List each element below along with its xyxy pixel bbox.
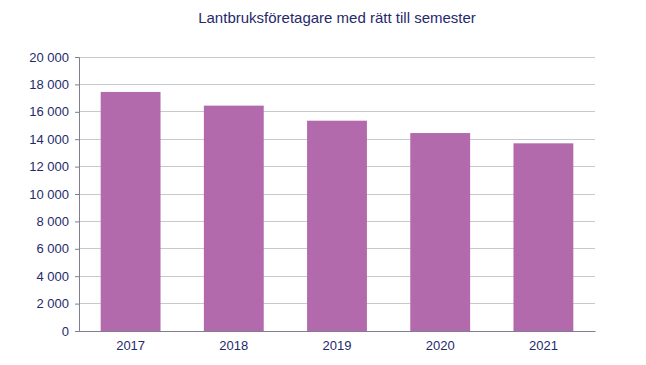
- y-tick-mark: [75, 194, 79, 195]
- y-tick-label: 18 000: [29, 77, 69, 92]
- x-tick: 2020: [426, 331, 455, 353]
- y-tick: 8 000: [36, 214, 79, 229]
- y-tick: 14 000: [29, 132, 79, 147]
- y-tick-mark: [75, 84, 79, 85]
- y-tick-mark: [75, 331, 79, 332]
- bar: [410, 133, 470, 331]
- y-tick-label: 0: [62, 324, 69, 339]
- y-tick: 6 000: [36, 241, 79, 256]
- y-tick-mark: [75, 276, 79, 277]
- chart: 0 2 000 4 000 6 000 8 000 10 000 12 000 14 000 1…: [0, 0, 646, 365]
- y-tick-mark: [75, 112, 79, 113]
- bar: [513, 143, 573, 331]
- y-tick-label: 12 000: [29, 159, 69, 174]
- bar: [307, 121, 367, 331]
- bar: [204, 106, 264, 331]
- x-tick: 2017: [116, 331, 145, 353]
- plot: 0 2 000 4 000 6 000 8 000 10 000 12 000 14 000 1…: [29, 50, 595, 354]
- y-tick-label: 4 000: [36, 269, 69, 284]
- x-tick-label: 2019: [323, 338, 352, 353]
- x-tick-label: 2018: [219, 338, 248, 353]
- x-tick: 2018: [219, 331, 248, 353]
- y-axis: 0 2 000 4 000 6 000 8 000 10 000 12 000 14 000 1…: [29, 50, 79, 339]
- y-tick-mark: [75, 167, 79, 168]
- y-tick-mark: [75, 221, 79, 222]
- grid-line: [79, 84, 595, 85]
- x-axis-line: [80, 331, 596, 332]
- y-tick-mark: [75, 139, 79, 140]
- y-axis-line: [75, 58, 80, 332]
- y-tick-label: 8 000: [36, 214, 69, 229]
- x-tick-label: 2021: [529, 338, 558, 353]
- y-tick: 20 000: [29, 50, 79, 65]
- y-tick-mark: [75, 304, 79, 305]
- bar: [101, 92, 161, 331]
- y-tick: 12 000: [29, 159, 79, 174]
- x-axis: 2017 2018 2019 2020 2021: [80, 331, 596, 353]
- y-tick: 0: [62, 324, 79, 339]
- grid: [79, 57, 595, 331]
- x-tick-label: 2017: [116, 338, 145, 353]
- bars: [101, 92, 574, 331]
- y-tick: 18 000: [29, 77, 79, 92]
- x-tick-label: 2020: [426, 338, 455, 353]
- y-tick: 2 000: [36, 296, 79, 311]
- y-tick-label: 2 000: [36, 296, 69, 311]
- y-tick-label: 20 000: [29, 50, 69, 65]
- y-tick: 4 000: [36, 269, 79, 284]
- y-tick-label: 16 000: [29, 104, 69, 119]
- y-tick-label: 6 000: [36, 241, 69, 256]
- title: Lantbruksföretagare med rätt till semest…: [198, 9, 476, 26]
- x-tick: 2021: [529, 331, 558, 353]
- y-tick-label: 14 000: [29, 132, 69, 147]
- y-tick: 10 000: [29, 187, 79, 202]
- x-tick: 2019: [323, 331, 352, 353]
- y-tick-mark: [75, 249, 79, 250]
- y-tick-mark: [75, 57, 79, 58]
- y-tick-label: 10 000: [29, 187, 69, 202]
- y-tick: 16 000: [29, 104, 79, 119]
- grid-line: [79, 57, 595, 58]
